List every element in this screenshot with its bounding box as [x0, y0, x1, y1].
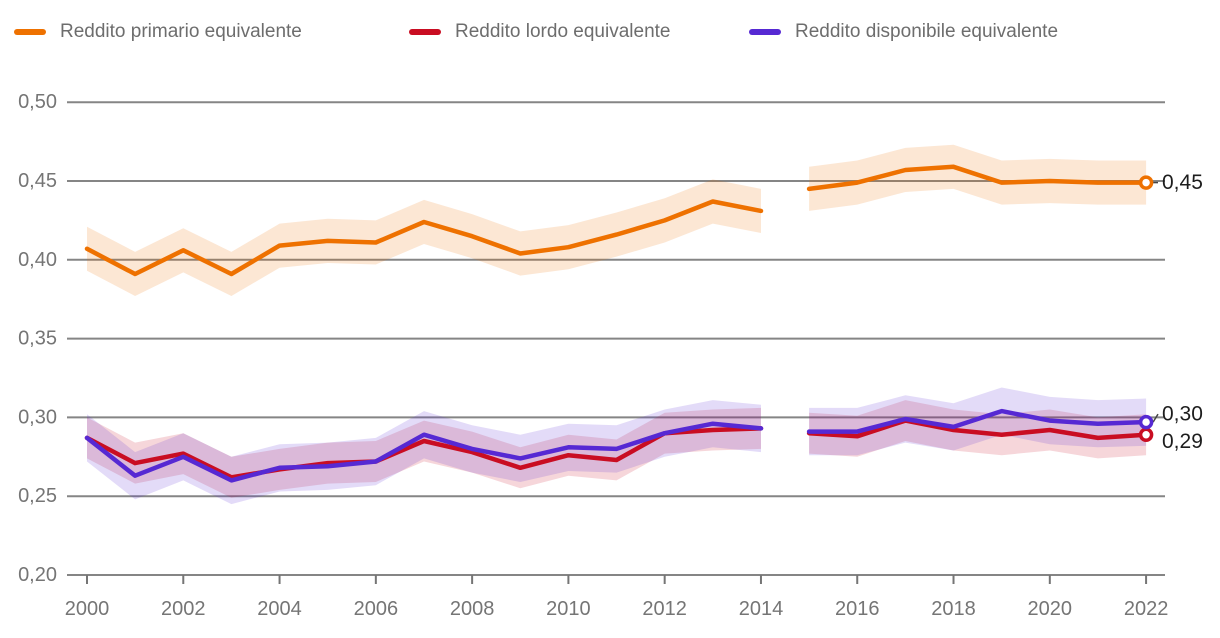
- x-tick-label: 2008: [450, 598, 495, 620]
- confidence-band: [87, 179, 761, 296]
- end-value-label: 0,30: [1162, 403, 1203, 426]
- x-tick-label: 2020: [1028, 598, 1073, 620]
- legend-label: Reddito disponibile equivalente: [795, 21, 1059, 42]
- y-tick-label: 0,40: [18, 249, 57, 271]
- y-tick-label: 0,20: [18, 564, 57, 586]
- end-value-label: 0,29: [1162, 430, 1203, 453]
- x-tick-label: 2012: [642, 598, 687, 620]
- y-tick-label: 0,30: [18, 406, 57, 428]
- x-tick-label: 2016: [835, 598, 880, 620]
- confidence-band: [87, 400, 761, 505]
- series-line-reddito-disponibile-equivalente[interactable]: [84, 421, 764, 483]
- legend: Reddito primario equivalente Reddito lord…: [0, 18, 1220, 46]
- y-tick-label: 0,50: [18, 91, 57, 113]
- y-tick-label: 0,35: [18, 328, 57, 350]
- x-tick-label: 2010: [546, 598, 591, 620]
- end-value-label: 0,45: [1162, 171, 1203, 194]
- confidence-band: [809, 400, 1147, 459]
- series-line-reddito-disponibile-equivalente[interactable]: [806, 408, 1149, 434]
- legend-label: Reddito primario equivalente: [60, 21, 302, 42]
- end-label-leader: [1152, 413, 1159, 423]
- legend-item-primario: Reddito primario equivalente: [14, 18, 302, 46]
- legend-swatch-primario-icon: [14, 29, 46, 35]
- x-tick-label: 2014: [739, 598, 784, 620]
- series-line-reddito-lordo-equivalente[interactable]: [84, 426, 764, 480]
- x-tick-label: 2002: [161, 598, 206, 620]
- series-line-reddito-lordo-equivalente[interactable]: [806, 418, 1149, 441]
- legend-swatch-disponibile-icon: [749, 29, 781, 35]
- series-line-reddito-primario-equivalente[interactable]: [806, 164, 1149, 192]
- y-tick-label: 0,25: [18, 485, 57, 507]
- legend-label: Reddito lordo equivalente: [455, 21, 671, 42]
- series-line-reddito-primario-equivalente[interactable]: [84, 199, 764, 277]
- x-tick-label: 2022: [1124, 598, 1169, 620]
- legend-item-disponibile: Reddito disponibile equivalente: [749, 18, 1058, 46]
- end-marker-reddito-primario-equivalente[interactable]: [1138, 175, 1154, 190]
- x-tick-label: 2000: [65, 598, 110, 620]
- y-tick-label: 0,45: [18, 170, 57, 192]
- x-tick-label: 2006: [354, 598, 399, 620]
- end-marker-reddito-lordo-equivalente[interactable]: [1138, 427, 1154, 442]
- legend-swatch-lordo-icon: [409, 29, 441, 35]
- end-marker-reddito-disponibile-equivalente[interactable]: [1138, 414, 1154, 430]
- legend-item-lordo: Reddito lordo equivalente: [409, 18, 671, 46]
- x-tick-label: 2004: [257, 598, 302, 620]
- confidence-band: [809, 144, 1147, 211]
- x-tick-label: 2018: [931, 598, 976, 620]
